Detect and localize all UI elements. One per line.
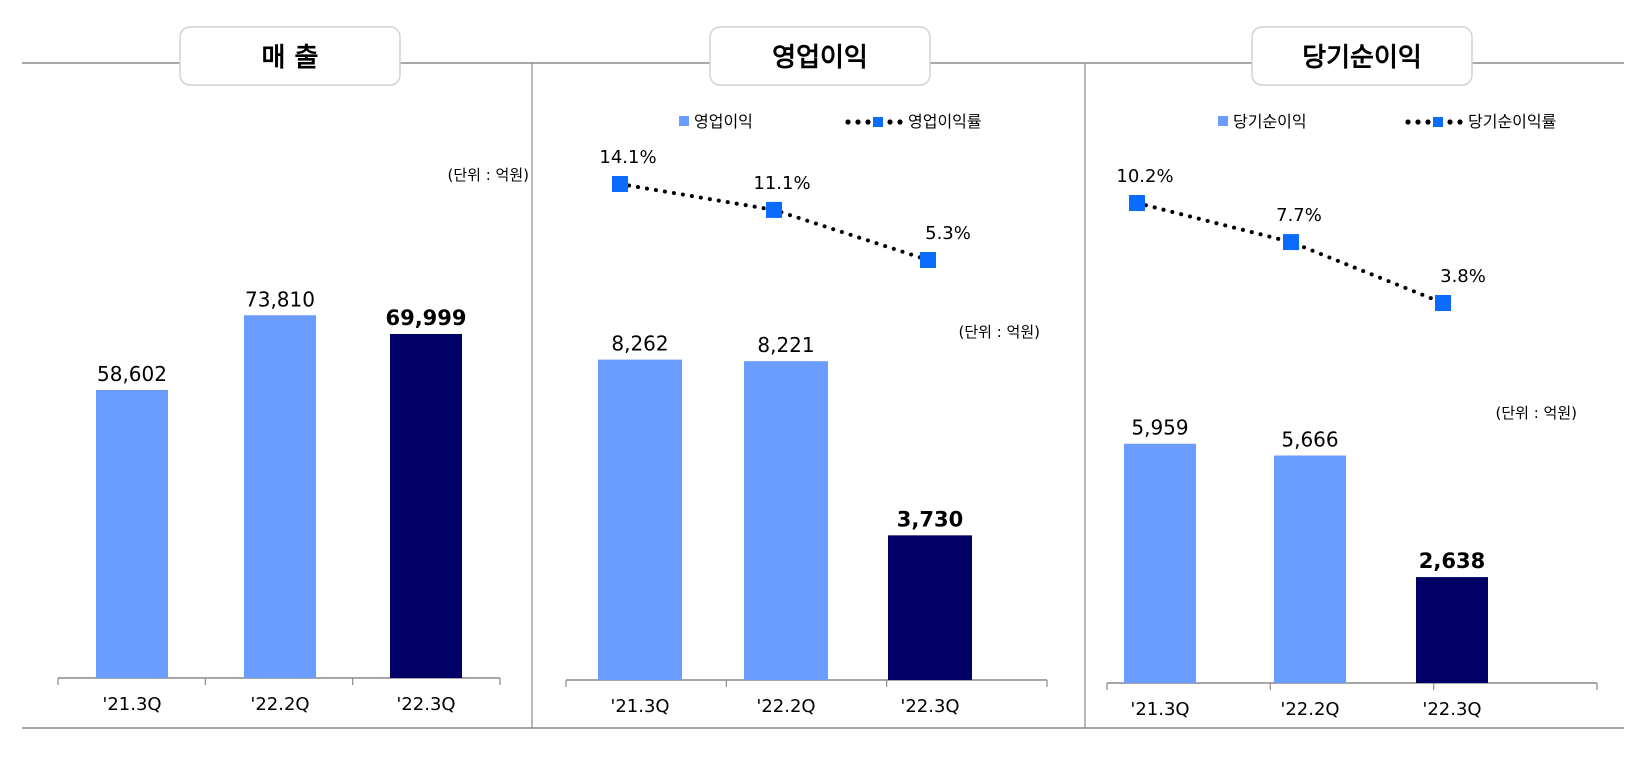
operating-profit-title: 영업이익 (772, 43, 868, 73)
rate-line (1135, 201, 1445, 305)
x-tick-label: '22.3Q (900, 696, 959, 717)
rate-label: 14.1% (599, 147, 656, 168)
x-tick-label: '22.2Q (250, 694, 309, 715)
rate-marker (612, 176, 628, 192)
operating-profit-unit-label: (단위 : 억원) (959, 323, 1041, 341)
panel-title-revenue: 매 출 (179, 26, 401, 86)
bar-value-label: 5,666 (1281, 428, 1338, 452)
bar-2 (744, 361, 828, 680)
net-income-legend: 당기순이익 당기순이익률 (1218, 112, 1556, 131)
legend-bar-label: 당기순이익 (1233, 112, 1307, 131)
x-tick-label: '22.3Q (1422, 699, 1481, 720)
rate-marker (766, 201, 782, 218)
rate-marker (1283, 234, 1299, 251)
bar-value-label: 3,730 (897, 507, 963, 531)
legend-line-label: 당기순이익률 (1468, 112, 1556, 131)
revenue-unit-label: (단위 : 억원) (448, 166, 530, 184)
bar-2 (1274, 455, 1346, 683)
bar-value-label: 8,262 (611, 332, 668, 356)
legend-bar-swatch (1218, 116, 1228, 126)
chart-marks: 58,602'21.3Q73,810'22.2Q69,999'22.3Q8,26… (57, 147, 1598, 720)
rate-marker (920, 252, 936, 268)
bar-value-label: 8,221 (757, 333, 814, 357)
bar-3 (888, 535, 972, 680)
panel-0-marks: 58,602 '21.3Q 73,810 '22.2Q 69,999 '22.3Q (57, 287, 501, 715)
bar-value-label: 73,810 (245, 287, 315, 311)
panel-1-marks: 8,262 '21.3Q 8,221 '22.2Q 3,730 '22.3Q 14.1% 11… (565, 147, 1048, 717)
rate-label: 5.3% (925, 223, 971, 244)
rate-label: 11.1% (753, 173, 810, 194)
bar-3 (390, 333, 462, 678)
operating-profit-legend: 영업이익 영업이익률 (679, 112, 982, 131)
panel-title-net-income: 당기순이익 (1251, 26, 1473, 86)
bar-3 (1416, 577, 1488, 683)
rate-marker (1435, 295, 1451, 311)
legend-line-swatch (1405, 117, 1463, 127)
x-tick-label: '22.2Q (756, 696, 815, 717)
x-tick-label: '21.3Q (102, 694, 161, 715)
rate-label: 10.2% (1116, 166, 1173, 187)
legend-bar-swatch (679, 116, 689, 126)
bar-value-label: 58,602 (97, 362, 167, 386)
x-tick-label: '22.2Q (1280, 699, 1339, 720)
bar-value-label: 2,638 (1419, 549, 1485, 573)
rate-marker (1129, 195, 1145, 211)
x-tick-label: '22.3Q (396, 694, 455, 715)
bar-value-label: 5,959 (1131, 416, 1188, 440)
x-tick-label: '21.3Q (610, 696, 669, 717)
rate-line (618, 182, 930, 262)
bar-1 (96, 390, 168, 678)
panel-title-operating-profit: 영업이익 (709, 26, 931, 86)
legend-line-label: 영업이익률 (908, 112, 982, 131)
revenue-title: 매 출 (262, 43, 319, 73)
bar-value-label: 69,999 (385, 306, 466, 330)
panel-2-marks: 5,959 '21.3Q 5,666 '22.2Q 2,638 '22.3Q 10.2% 7.… (1106, 166, 1598, 720)
bar-1 (598, 359, 682, 680)
legend-line-swatch (845, 117, 903, 127)
net-income-unit-label: (단위 : 억원) (1496, 404, 1578, 422)
bar-1 (1124, 443, 1196, 683)
rate-label: 7.7% (1276, 205, 1322, 226)
net-income-title: 당기순이익 (1302, 43, 1422, 73)
rate-label: 3.8% (1440, 266, 1486, 287)
bar-2 (244, 315, 316, 678)
legend-bar-label: 영업이익 (694, 112, 753, 131)
x-tick-label: '21.3Q (1130, 699, 1189, 720)
